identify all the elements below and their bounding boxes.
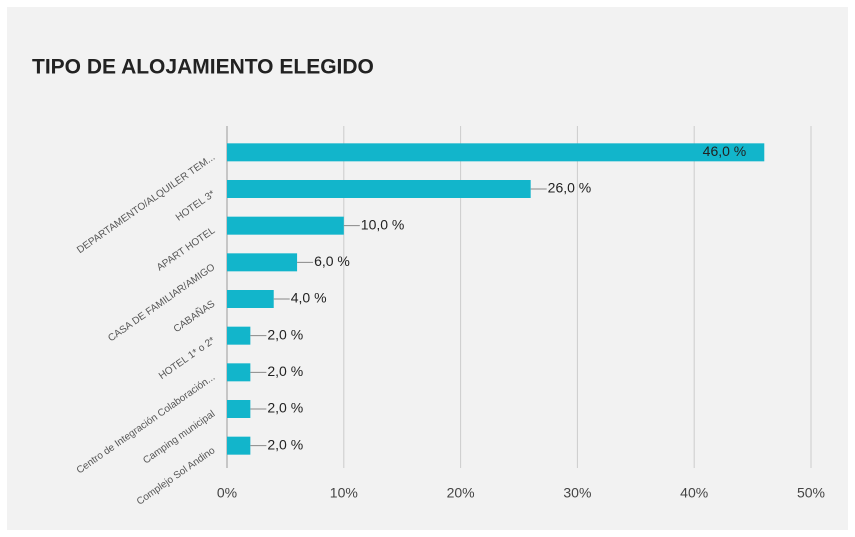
x-tick-label: 40% [680,485,708,501]
value-label: 2,0 % [267,326,303,342]
x-tick-label: 0% [217,485,237,501]
chart-background [7,7,848,530]
value-label: 26,0 % [548,180,592,196]
bar [227,216,344,235]
x-tick-label: 10% [330,485,358,501]
x-tick-label: 50% [797,485,825,501]
bar [227,436,251,455]
value-label: 6,0 % [314,253,350,269]
bar [227,326,251,345]
value-label: 10,0 % [361,216,405,232]
value-label: 2,0 % [267,436,303,452]
value-label: 4,0 % [291,290,327,306]
bar [227,290,274,308]
value-label: 46,0 % [703,143,747,159]
bar [227,180,531,198]
bar [227,143,765,162]
bar [227,400,251,418]
value-label: 2,0 % [267,400,303,416]
bar [227,363,251,382]
x-tick-label: 30% [563,485,591,501]
chart-title: TIPO DE ALOJAMIENTO ELEGIDO [32,56,374,79]
x-tick-label: 20% [447,485,475,501]
value-label: 2,0 % [267,363,303,379]
bar [227,253,298,272]
